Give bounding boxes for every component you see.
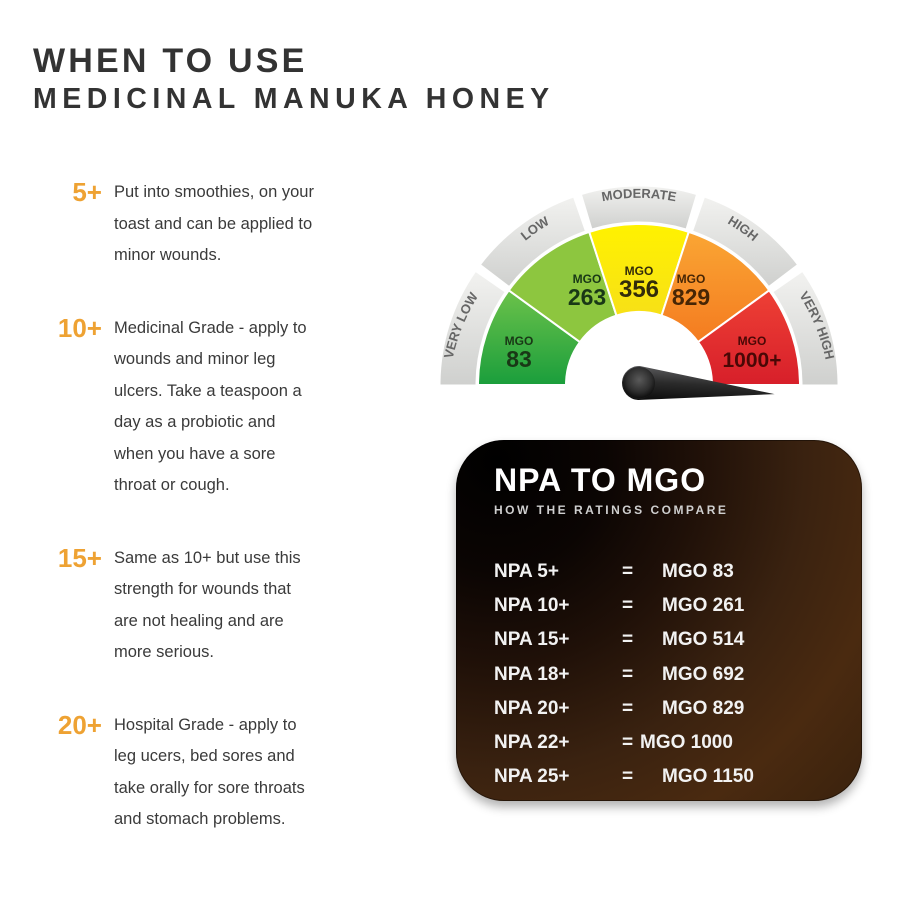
svg-text:83: 83 [506, 346, 532, 372]
svg-text:1000+: 1000+ [723, 349, 782, 372]
svg-text:263: 263 [568, 284, 606, 310]
svg-text:356: 356 [619, 276, 659, 303]
svg-text:MGO: MGO [738, 334, 767, 348]
svg-text:829: 829 [672, 284, 710, 310]
